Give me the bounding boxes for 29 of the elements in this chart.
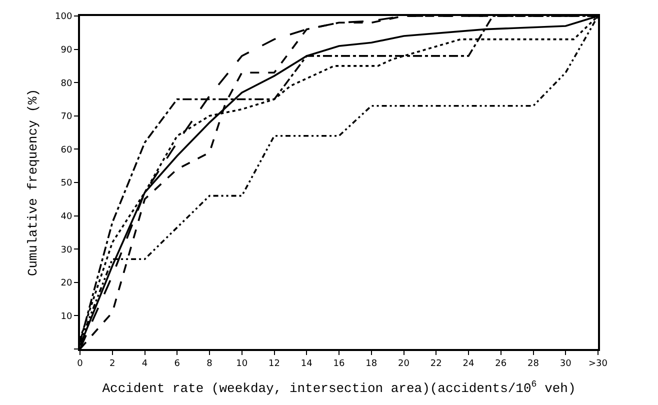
x-tick-label: 28 [528, 358, 540, 369]
x-tick-label: 8 [206, 358, 213, 369]
x-tick-label: 26 [495, 358, 507, 369]
x-tick-label: 24 [462, 358, 474, 369]
y-axis-title: Cumulative frequency (%) [25, 88, 40, 276]
y-tick-label: 50 [60, 178, 72, 189]
x-tick-label: 4 [142, 358, 148, 369]
x-tick-label: 22 [430, 358, 442, 369]
x-tick-label: 16 [333, 358, 345, 369]
x-tick-label: 0 [77, 358, 84, 369]
y-tick-label: 70 [60, 112, 72, 122]
y-tick-label: 60 [60, 145, 72, 156]
y-tick-label: 80 [60, 78, 72, 89]
y-tick-label: 90 [60, 45, 72, 56]
y-tick-label: 40 [60, 212, 72, 222]
x-tick-label: 18 [366, 358, 378, 369]
x-tick-label: 10 [236, 358, 248, 369]
x-tick-label: >30 [588, 358, 608, 369]
x-axis-title: Accident rate (weekday, intersection area)(accidents/10$^{6}$ veh) [102, 378, 576, 396]
x-tick-label: 6 [174, 358, 180, 369]
x-tick-label: 14 [300, 358, 313, 369]
y-tick-label: 100 [55, 12, 72, 22]
y-tick-label: 20 [60, 278, 72, 289]
x-tick-label: 30 [560, 358, 572, 369]
y-tick-label: 10 [60, 312, 72, 322]
x-tick-label: 12 [268, 358, 280, 369]
y-tick-label: 30 [60, 245, 72, 256]
x-tick-label: 2 [110, 358, 116, 369]
x-tick-label: 20 [398, 358, 410, 369]
